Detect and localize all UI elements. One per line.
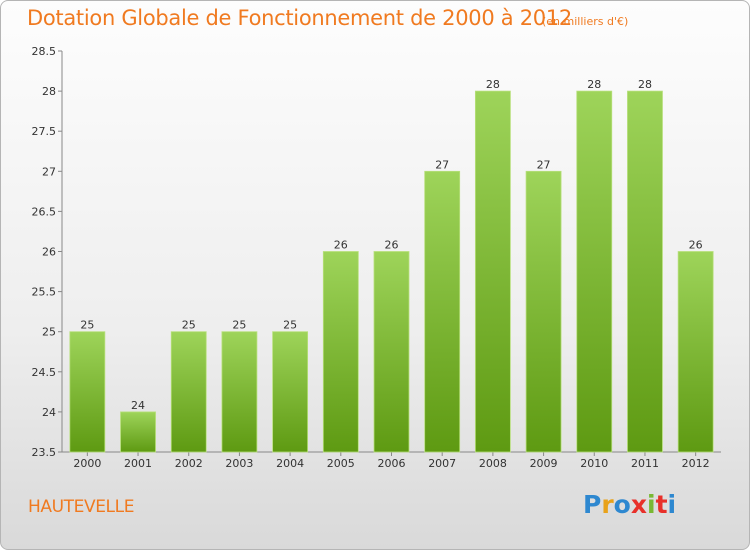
chart-title: Dotation Globale de Fonctionnement de 20… — [27, 6, 572, 30]
commune-name: HAUTEVELLE — [28, 497, 135, 517]
bar-2001 — [120, 411, 156, 453]
chart-subtitle: (en milliers d'€) — [542, 15, 629, 28]
data-label: 25 — [182, 319, 196, 332]
data-label: 25 — [283, 319, 297, 332]
x-tick-label: 2010 — [580, 457, 608, 470]
x-tick-label: 2011 — [631, 457, 659, 470]
bar-2012 — [677, 251, 714, 453]
x-tick-label: 2003 — [225, 457, 253, 470]
x-tick-label: 2008 — [479, 457, 507, 470]
logo-letter: x — [630, 490, 647, 519]
bar-2010 — [576, 90, 613, 453]
x-tick-label: 2012 — [682, 457, 710, 470]
y-tick-label: 26 — [42, 246, 56, 259]
data-label: 24 — [131, 399, 145, 412]
bar-2002 — [170, 331, 207, 453]
x-tick-label: 2000 — [73, 457, 101, 470]
logo-letter: o — [613, 490, 631, 519]
y-tick-label: 28 — [42, 85, 56, 98]
data-label: 25 — [232, 319, 246, 332]
logo-letter: r — [601, 490, 614, 519]
x-tick-label: 2007 — [428, 457, 456, 470]
x-tick-label: 2006 — [378, 457, 406, 470]
data-label: 27 — [537, 158, 551, 171]
logo-letter: i — [667, 490, 677, 519]
y-tick-label: 25 — [42, 326, 56, 339]
logo-letter: t — [655, 490, 668, 519]
x-tick-label: 2002 — [175, 457, 203, 470]
bar-2003 — [221, 331, 258, 453]
bar-2011 — [627, 90, 663, 453]
data-label: 25 — [80, 319, 94, 332]
bar-2009 — [525, 170, 562, 453]
data-label: 26 — [385, 239, 399, 252]
logo-letter: P — [583, 490, 602, 519]
data-label: 28 — [486, 78, 500, 91]
chart-axes: 23.5 24 24.5 25 25.5 26 26.5 27 27.5 28 28.5 2000 20… — [32, 45, 721, 470]
bar-2004 — [272, 331, 309, 453]
y-tick-label: 28.5 — [32, 45, 57, 58]
x-tick-label: 2009 — [530, 457, 558, 470]
y-tick-label: 24.5 — [32, 366, 57, 379]
y-tick-label: 27 — [42, 165, 56, 178]
y-tick-label: 23.5 — [32, 446, 57, 459]
y-tick-label: 27.5 — [32, 125, 57, 138]
bar-2008 — [474, 90, 511, 453]
y-tick-label: 25.5 — [32, 286, 57, 299]
data-label: 27 — [435, 158, 449, 171]
bar-2000 — [69, 331, 106, 453]
proxiti-logo[interactable]: Proxiti — [583, 490, 676, 519]
x-tick-label: 2005 — [327, 457, 355, 470]
chart-bars — [69, 90, 714, 453]
y-tick-label: 26.5 — [32, 205, 57, 218]
y-tick-label: 24 — [42, 406, 56, 419]
data-label: 28 — [587, 78, 601, 91]
data-label: 28 — [638, 78, 652, 91]
data-label: 26 — [334, 239, 348, 252]
bar-2005 — [322, 251, 359, 453]
x-tick-label: 2004 — [276, 457, 304, 470]
bar-2006 — [373, 251, 410, 453]
bar-2007 — [424, 170, 461, 453]
x-tick-label: 2001 — [124, 457, 152, 470]
data-label: 26 — [689, 239, 703, 252]
chart-data-labels: 25 24 25 25 25 26 26 27 28 27 28 28 26 — [80, 78, 702, 412]
logo-letter: i — [647, 490, 656, 519]
